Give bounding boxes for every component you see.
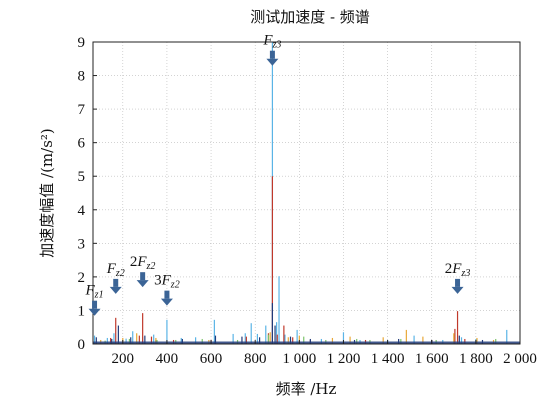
x-tick-label: 400 [156,351,179,367]
series-layer [93,42,520,344]
arrow-down-icon [164,290,170,299]
arrow-head-icon [160,298,173,306]
x-tick-label: 800 [244,351,267,367]
annotation-label: 2Fz2 [130,254,156,272]
y-axis-label: 加速度幅值 /(m/s²) [38,128,56,258]
annotation-label: Fz3 [262,33,281,51]
peak-annotation: 3Fz2 [154,273,180,306]
x-tick-label: 1 800 [459,351,493,367]
arrow-head-icon [451,286,464,294]
y-tick-label: 7 [78,102,86,118]
y-tick-label: 2 [78,270,86,286]
grid [93,41,521,345]
arrow-down-icon [269,50,275,59]
x-axis-label: 频率 /Hz [276,380,337,398]
arrow-head-icon [109,286,122,294]
x-tick-label: 1 000 [282,351,316,367]
annotation-label: Fz2 [106,261,125,279]
annotation-label: Fz1 [85,283,104,301]
y-tick-label: 3 [78,236,86,252]
chart-title: 测试加速度 - 频谱 [250,8,370,26]
peak-annotation: Fz1 [85,283,104,316]
peak-annotation: 2Fz2 [130,254,156,288]
peak-annotation: 2Fz3 [445,261,471,294]
arrow-down-icon [140,272,146,281]
x-tick-label: 1 200 [327,351,361,367]
y-tick-label: 6 [78,136,86,152]
y-tick-label: 0 [78,337,86,353]
arrow-down-icon [455,278,461,287]
peak-annotation: Fz2 [106,261,125,294]
arrow-head-icon [136,280,149,288]
series-1 [110,176,466,344]
series-0 [93,42,508,344]
arrow-down-icon [92,300,98,309]
arrow-down-icon [113,278,119,287]
y-tick-label: 1 [78,303,86,319]
x-tick-label: 2 000 [503,351,537,367]
y-tick-label: 9 [78,35,86,51]
y-tick-label: 8 [78,69,86,85]
plot-frame [92,41,521,345]
x-tick-label: 200 [112,351,135,367]
y-tick-label: 4 [78,203,86,219]
peak-annotation: Fz3 [262,33,281,66]
y-tick-label: 5 [78,169,86,185]
x-tick-label: 1 600 [415,351,449,367]
annotation-label: 3Fz2 [154,273,180,291]
arrow-head-icon [266,58,279,66]
x-tick-label: 1 400 [371,351,405,367]
x-tick-label: 600 [200,351,223,367]
annotation-label: 2Fz3 [445,261,471,279]
tick-layer: 200 400 600 800 1 000 1 200 1 400 1 600 1 800 2 0… [78,35,537,367]
arrow-head-icon [88,308,101,316]
